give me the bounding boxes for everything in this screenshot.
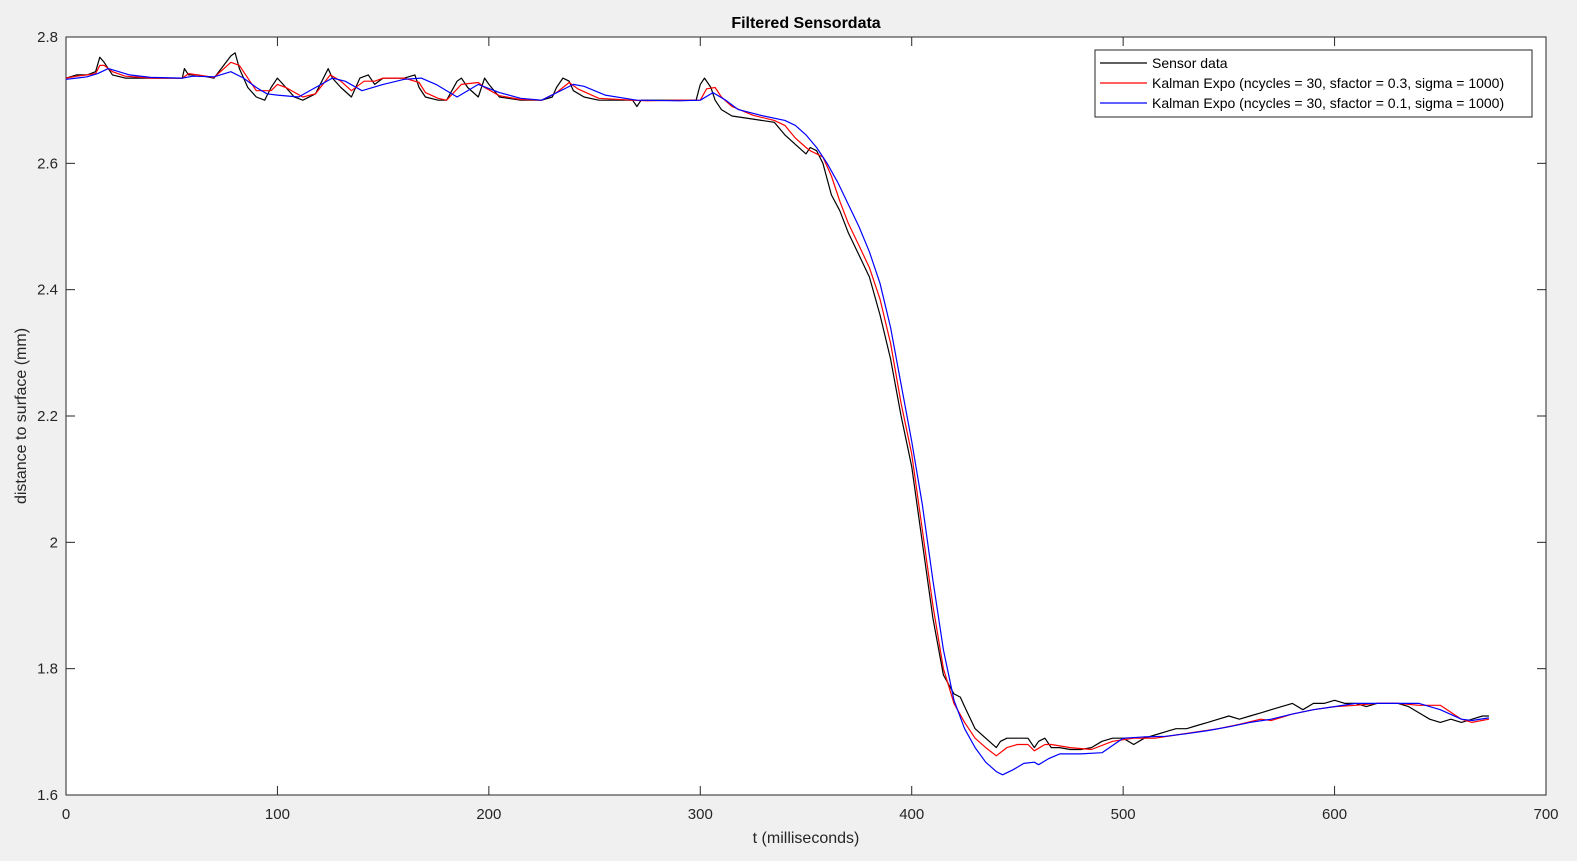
- y-tick-label: 2: [50, 534, 58, 551]
- y-axis: 1.6 1.8 2 2.2 2.4 2.6 2.8: [37, 29, 1546, 804]
- y-tick-label: 1.8: [37, 661, 58, 678]
- legend-entry: Sensor data: [1152, 55, 1228, 71]
- series-line-1: [66, 52, 1489, 751]
- x-axis: 0 100 200 300 400 500 600 700: [62, 37, 1559, 823]
- x-tick-label: 400: [899, 806, 924, 823]
- y-tick-label: 2.2: [37, 408, 58, 425]
- plot-area: [65, 36, 1547, 796]
- x-axis-label: t (milliseconds): [753, 830, 860, 847]
- legend-entry: Kalman Expo (ncycles = 30, sfactor = 0.1…: [1152, 95, 1504, 111]
- y-tick-label: 1.6: [37, 787, 58, 804]
- y-tick-label: 2.8: [37, 29, 58, 46]
- y-tick-label: 2.6: [37, 155, 58, 172]
- legend-entry: Kalman Expo (ncycles = 30, sfactor = 0.3…: [1152, 75, 1504, 91]
- x-tick-label: 300: [688, 806, 713, 823]
- x-tick-label: 100: [265, 806, 290, 823]
- x-tick-label: 200: [476, 806, 501, 823]
- x-tick-label: 600: [1322, 806, 1347, 823]
- legend-box: [1094, 49, 1533, 118]
- legend: Sensor data Kalman Expo (ncycles = 30, sf…: [1094, 49, 1533, 118]
- x-tick-label: 500: [1111, 806, 1136, 823]
- series-layer: [66, 52, 1490, 776]
- x-tick-label: 700: [1533, 806, 1558, 823]
- y-axis-label: distance to surface (mm): [13, 328, 30, 504]
- series-line-3: [66, 67, 1489, 776]
- chart-title: Filtered Sensordata: [731, 15, 880, 32]
- series-line-2: [66, 61, 1490, 757]
- x-tick-label: 0: [62, 806, 70, 823]
- y-tick-label: 2.4: [37, 282, 58, 299]
